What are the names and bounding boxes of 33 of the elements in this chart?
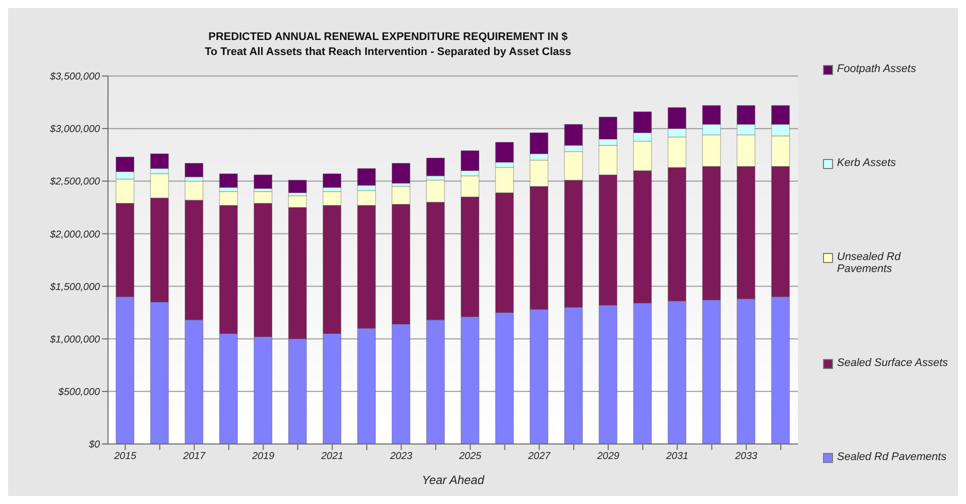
x-tick-label: 2031: [665, 451, 688, 462]
bar: [184, 163, 204, 178]
y-tick-label: $3,000,000: [48, 124, 100, 136]
y-tick-label: $2,500,000: [48, 176, 100, 188]
x-tick-label: 2021: [320, 451, 344, 462]
x-tick-label: 2025: [458, 451, 482, 462]
chart-title: PREDICTED ANNUAL RENEWAL EXPENDITURE REQUIREMENT IN $: [207, 30, 569, 45]
y-tick-label: $2,000,000: [48, 229, 100, 240]
x-tick-label: 2027: [527, 451, 551, 462]
x-tick-label: 2015: [113, 451, 137, 462]
legend-label: Unsealed Rd Pavements: [837, 251, 902, 275]
x-axis-title: Year Ahead: [422, 473, 484, 487]
chart-subtitle: To Treat All Assets that Reach Intervention - Separated by Asset Class: [204, 45, 572, 60]
text: Sealed Rd Pavements: [837, 451, 946, 463]
x-tick-label: 2019: [251, 451, 275, 462]
legend-label: Kerb Assets: [837, 157, 896, 169]
legend-label: Sealed Surface Assets: [837, 357, 948, 369]
x-tick-label: 2023: [389, 451, 413, 462]
bar: [322, 174, 342, 188]
legend-label: Footpath Assets: [837, 63, 916, 75]
y-tick-label: $3,500,000: [48, 72, 100, 83]
bar: [392, 163, 410, 184]
y-tick-label: $1,000,000: [48, 334, 100, 346]
y-tick-label: $1,500,000: [48, 282, 100, 293]
y-tick-label: $500,000: [57, 386, 100, 398]
bar: [288, 180, 307, 193]
x-tick-label: 2017: [182, 451, 206, 462]
bar: [426, 158, 445, 176]
bar: [219, 174, 238, 188]
x-tick-label: 2029: [596, 451, 620, 462]
x-tick-label: 2033: [734, 451, 758, 462]
bar: [254, 174, 272, 189]
y-tick-label: $0: [88, 440, 100, 451]
